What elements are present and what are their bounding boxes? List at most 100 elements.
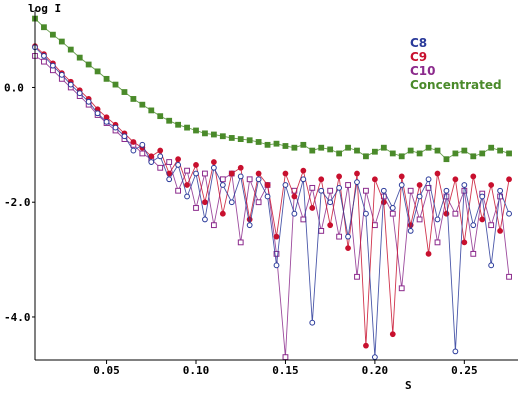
- data-point: [139, 150, 146, 157]
- data-point: [76, 90, 83, 97]
- y-tick-label: -2.0: [4, 196, 31, 209]
- data-point: [175, 187, 182, 194]
- data-point: [210, 131, 217, 138]
- data-point: [497, 147, 504, 154]
- data-point: [327, 222, 334, 229]
- data-point: [506, 273, 512, 280]
- data-point: [166, 159, 173, 165]
- data-point: [380, 187, 387, 194]
- data-point: [380, 199, 387, 206]
- legend-entry: Concentrated: [410, 78, 502, 92]
- data-point: [461, 147, 468, 154]
- data-point: [398, 153, 405, 160]
- data-point: [354, 273, 360, 280]
- data-point: [291, 193, 298, 200]
- data-point: [130, 96, 137, 102]
- data-point: [219, 133, 226, 140]
- data-point: [157, 147, 164, 154]
- data-point: [497, 187, 504, 194]
- data-point: [94, 68, 101, 75]
- data-point: [380, 144, 387, 151]
- data-point: [416, 193, 423, 200]
- data-point: [273, 140, 280, 147]
- data-point: [210, 222, 217, 229]
- series-concentrated: [32, 15, 512, 163]
- data-point: [506, 176, 512, 183]
- data-point: [470, 222, 477, 229]
- data-point: [461, 239, 468, 246]
- data-point: [130, 139, 137, 145]
- data-point: [193, 127, 199, 134]
- data-point: [327, 199, 334, 206]
- data-point: [246, 176, 253, 183]
- data-point: [264, 141, 271, 148]
- data-point: [309, 319, 316, 326]
- data-point: [202, 216, 208, 223]
- data-point: [434, 147, 441, 154]
- y-tick-label: 0.0: [4, 81, 24, 94]
- data-point: [336, 173, 343, 180]
- data-point: [363, 187, 369, 194]
- data-point: [363, 342, 369, 349]
- data-point: [193, 162, 199, 168]
- data-point: [309, 147, 316, 154]
- data-point: [452, 348, 459, 355]
- data-point: [58, 38, 65, 45]
- data-point: [425, 144, 432, 151]
- data-point: [103, 118, 110, 125]
- data-point: [41, 24, 47, 31]
- data-point: [416, 150, 423, 157]
- data-point: [166, 176, 173, 183]
- data-point: [228, 199, 235, 206]
- data-point: [282, 182, 289, 188]
- data-point: [148, 107, 155, 114]
- data-point: [452, 176, 459, 183]
- x-tick-label: 0.15: [272, 364, 299, 377]
- x-tick-label: 0.05: [93, 364, 120, 377]
- data-point: [363, 210, 369, 217]
- data-point: [193, 170, 199, 177]
- legend-entry: C8: [410, 36, 427, 50]
- data-point: [255, 176, 262, 183]
- data-point: [389, 331, 396, 338]
- data-point: [184, 124, 190, 131]
- data-point: [76, 54, 83, 61]
- data-point: [166, 117, 173, 124]
- data-point: [300, 216, 307, 223]
- data-point: [184, 193, 190, 200]
- data-point: [479, 150, 486, 157]
- data-point: [452, 150, 459, 157]
- data-point: [282, 354, 289, 361]
- series-c8: [32, 44, 512, 361]
- data-point: [255, 170, 262, 177]
- data-point: [443, 187, 450, 194]
- y-tick-label: -4.0: [4, 311, 31, 324]
- data-point: [184, 182, 190, 188]
- data-point: [246, 137, 253, 144]
- data-point: [389, 205, 396, 211]
- data-point: [237, 136, 244, 142]
- data-point: [371, 148, 378, 155]
- data-point: [237, 239, 244, 246]
- x-tick-label: 0.10: [183, 364, 210, 377]
- data-point: [309, 184, 316, 191]
- data-point: [67, 46, 74, 53]
- data-point: [354, 179, 360, 186]
- data-point: [103, 75, 110, 82]
- data-point: [157, 153, 164, 160]
- data-point: [479, 216, 486, 223]
- data-point: [291, 210, 298, 217]
- x-tick-label: 0.20: [362, 364, 389, 377]
- data-point: [363, 153, 369, 160]
- data-point: [148, 159, 155, 165]
- data-point: [336, 233, 343, 240]
- data-point: [470, 250, 477, 257]
- data-point: [273, 250, 280, 257]
- data-point: [434, 170, 441, 177]
- data-point: [193, 205, 199, 211]
- data-point: [354, 147, 360, 154]
- data-point: [49, 67, 56, 74]
- data-point: [452, 210, 459, 217]
- data-point: [121, 89, 128, 95]
